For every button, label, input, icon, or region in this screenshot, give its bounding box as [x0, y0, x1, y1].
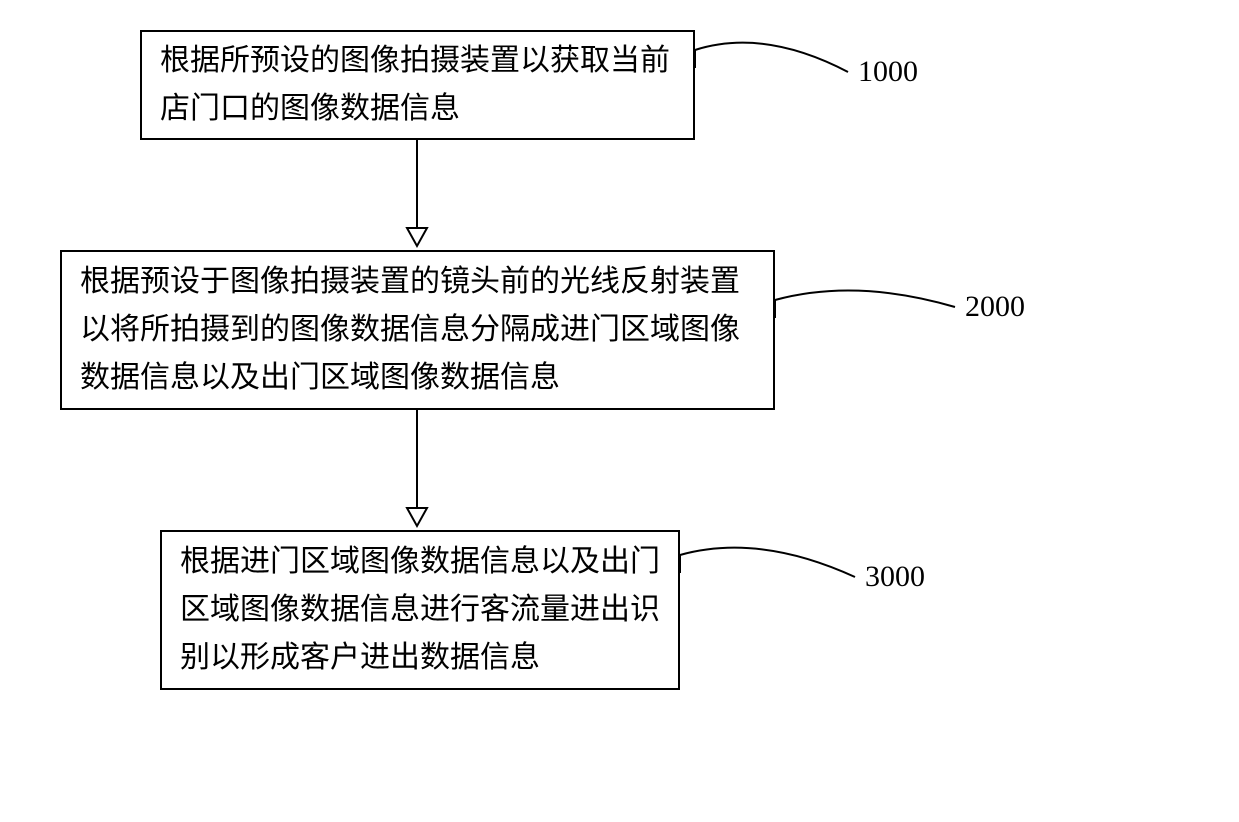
flow-step-step2: 根据预设于图像拍摄装置的镜头前的光线反射装置以将所拍摄到的图像数据信息分隔成进门… [60, 250, 775, 410]
arrowhead-step2-step3 [403, 506, 431, 532]
flow-step-text: 根据所预设的图像拍摄装置以获取当前店门口的图像数据信息 [160, 37, 675, 133]
leader-line-step2 [765, 260, 985, 327]
arrowhead-step1-step2 [403, 226, 431, 252]
flow-step-step3: 根据进门区域图像数据信息以及出门区域图像数据信息进行客流量进出识别以形成客户进出… [160, 530, 680, 690]
flow-step-step1: 根据所预设的图像拍摄装置以获取当前店门口的图像数据信息 [140, 30, 695, 140]
leader-line-step3 [670, 515, 885, 597]
arrow-line-step2-step3 [416, 410, 418, 508]
flow-step-text: 根据预设于图像拍摄装置的镜头前的光线反射装置以将所拍摄到的图像数据信息分隔成进门… [80, 258, 755, 402]
flow-step-text: 根据进门区域图像数据信息以及出门区域图像数据信息进行客流量进出识别以形成客户进出… [180, 538, 660, 682]
leader-line-step1 [685, 10, 878, 92]
arrow-line-step1-step2 [416, 140, 418, 228]
